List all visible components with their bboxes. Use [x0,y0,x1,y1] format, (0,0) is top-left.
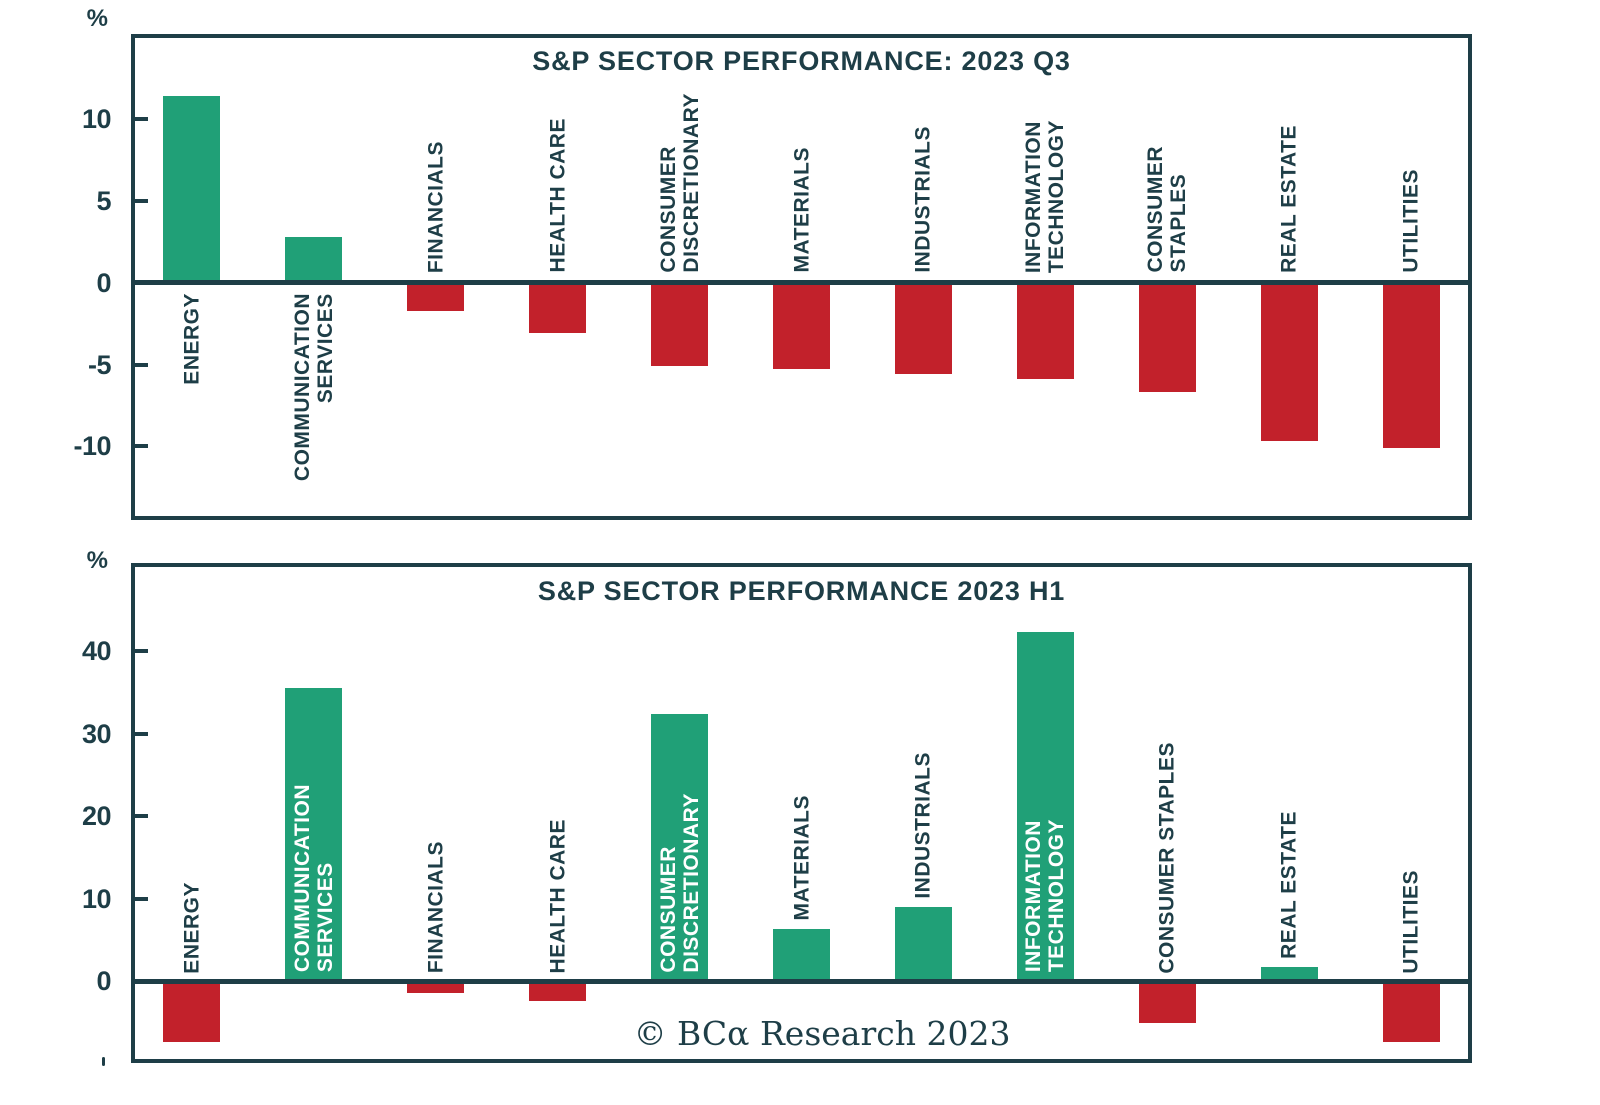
bar-label-utilities: UTILITIES [1399,869,1423,974]
bottom-chart-zero-axis-line [133,978,1470,984]
bar-consumer-staples [1138,282,1196,393]
top-chart-y-tick-mark [135,362,148,367]
bar-label-energy: ENERGY [180,292,204,385]
bar-materials [773,928,830,982]
bar-materials [773,282,830,370]
bar-label-energy: ENERGY [180,881,204,974]
bar-label-consumer-staples: CONSUMER STAPLES [1144,146,1191,273]
bar-label-utilities: UTILITIES [1399,169,1423,273]
bar-communication-services [285,236,343,283]
bar-label-materials: MATERIALS [790,795,813,921]
bar-label-real-estate: REAL ESTATE [1277,811,1301,960]
bottom-chart-frame [131,563,1472,1063]
bar-information-technology [1016,282,1074,380]
top-chart-frame [131,34,1472,520]
top-chart-y-tick-label: 10 [81,104,112,135]
bottom-chart-y-tick-mark [135,731,148,736]
top-chart-percent-axis-label: % [86,5,108,32]
bar-utilities [1382,981,1440,1042]
top-chart-y-tick-mark [135,198,148,203]
bar-real-estate [1260,967,1318,982]
top-chart-y-tick-mark [135,117,148,122]
bar-label-communication-services: COMMUNICATION SERVICES [290,292,337,481]
bottom-chart-y-tick-label: 10 [81,883,112,914]
top-chart-y-tick-label: 5 [96,185,111,216]
watermark: © BCα Research 2023 [633,1014,1011,1053]
bar-consumer-discretionary [651,282,709,367]
bar-label-health-care: HEALTH CARE [546,118,570,273]
bar-label-consumer-discretionary: CONSUMER DISCRETIONARY [656,792,703,973]
bar-label-financials: FINANCIALS [424,841,448,974]
bar-label-industrials: INDUSTRIALS [911,126,935,273]
top-chart-zero-axis-line [133,280,1470,286]
bar-health-care [529,981,587,1002]
bar-information-technology [1016,632,1074,982]
bottom-chart-y-tick-label: 20 [81,801,112,832]
bar-label-materials: MATERIALS [790,147,813,273]
bar-label-health-care: HEALTH CARE [546,818,570,974]
bar-label-communication-services: COMMUNICATION SERVICES [290,784,337,973]
top-chart-y-tick-mark [135,444,148,449]
bottom-chart-y-tick-mark [135,649,148,654]
bar-label-industrials: INDUSTRIALS [911,752,935,900]
bar-financials [407,282,465,311]
top-chart-y-tick-label: -5 [87,349,112,380]
bar-label-consumer-discretionary: CONSUMER DISCRETIONARY [656,93,703,273]
bar-energy [163,96,221,283]
bar-utilities [1382,282,1440,448]
bottom-chart-y-tick-mark [135,814,148,819]
bar-real-estate [1260,282,1318,442]
bottom-chart-y-tick-label: 40 [81,636,112,667]
bar-label-information-technology: INFORMATION TECHNOLOGY [1022,119,1069,273]
top-chart-y-tick-label: -10 [73,431,111,462]
bottom-chart-title: S&P SECTOR PERFORMANCE 2023 H1 [537,576,1066,606]
bar-label-real-estate: REAL ESTATE [1277,124,1301,273]
bar-industrials [894,907,952,982]
bar-industrials [894,282,952,375]
minor-tick-mark [102,1057,105,1066]
bar-label-financials: FINANCIALS [424,140,448,273]
bottom-chart-y-tick-mark [135,896,148,901]
top-chart-title: S&P SECTOR PERFORMANCE: 2023 Q3 [532,46,1071,76]
bar-consumer-discretionary [651,713,709,982]
bottom-chart-y-tick-label: 30 [81,718,112,749]
bar-label-information-technology: INFORMATION TECHNOLOGY [1022,819,1069,973]
bar-consumer-staples [1138,981,1196,1024]
bottom-chart-y-tick-label: 0 [96,966,111,997]
bar-communication-services [285,687,343,982]
bar-financials [407,981,465,993]
top-chart-y-tick-label: 0 [96,267,111,298]
bar-health-care [529,282,587,334]
bar-energy [163,981,221,1043]
bar-label-consumer-staples: CONSUMER STAPLES [1155,741,1179,974]
bottom-chart-percent-axis-label: % [86,547,108,574]
